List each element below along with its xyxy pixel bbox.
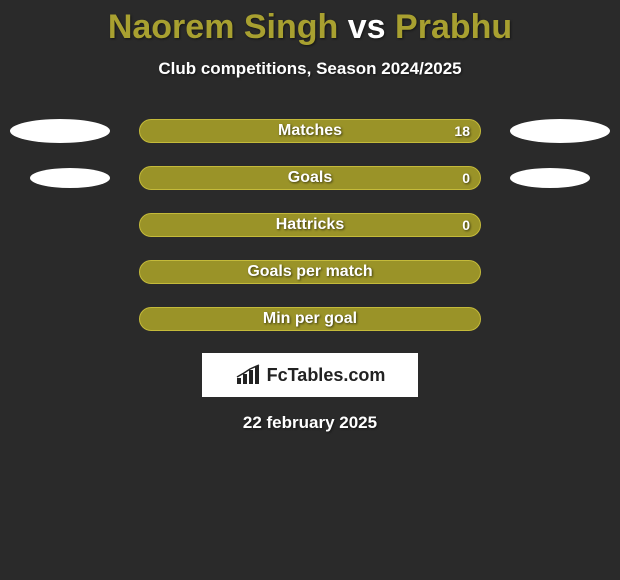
stat-value: 18 (454, 123, 470, 139)
stat-bar: Hattricks 0 (139, 213, 481, 237)
ellipse-decoration (510, 168, 590, 188)
logo-text: FcTables.com (267, 365, 386, 386)
stat-label: Goals per match (247, 263, 372, 281)
stat-label: Hattricks (276, 216, 344, 234)
subtitle: Club competitions, Season 2024/2025 (0, 59, 620, 79)
stat-value: 0 (462, 170, 470, 186)
stat-value: 0 (462, 217, 470, 233)
comparison-title: Naorem Singh vs Prabhu (0, 0, 620, 47)
ellipse-decoration (10, 119, 110, 143)
stat-label: Min per goal (263, 310, 357, 328)
stat-label: Goals (288, 169, 332, 187)
chart-icon (235, 364, 261, 386)
date-text: 22 february 2025 (0, 413, 620, 433)
stat-bar: Matches 18 (139, 119, 481, 143)
ellipse-decoration (510, 119, 610, 143)
stat-row-goals: Goals 0 (0, 166, 620, 190)
stat-label: Matches (278, 122, 342, 140)
stat-bar: Min per goal (139, 307, 481, 331)
player2-name: Prabhu (395, 8, 512, 46)
fctables-logo[interactable]: FcTables.com (202, 353, 418, 397)
stats-container: Matches 18 Goals 0 Hattricks 0 Goals per… (0, 119, 620, 331)
stat-row-matches: Matches 18 (0, 119, 620, 143)
ellipse-decoration (30, 168, 110, 188)
vs-text: vs (348, 8, 386, 46)
stat-row-hattricks: Hattricks 0 (0, 213, 620, 237)
stat-row-min-per-goal: Min per goal (0, 307, 620, 331)
player1-name: Naorem Singh (108, 8, 338, 46)
stat-bar: Goals 0 (139, 166, 481, 190)
stat-row-goals-per-match: Goals per match (0, 260, 620, 284)
stat-bar: Goals per match (139, 260, 481, 284)
